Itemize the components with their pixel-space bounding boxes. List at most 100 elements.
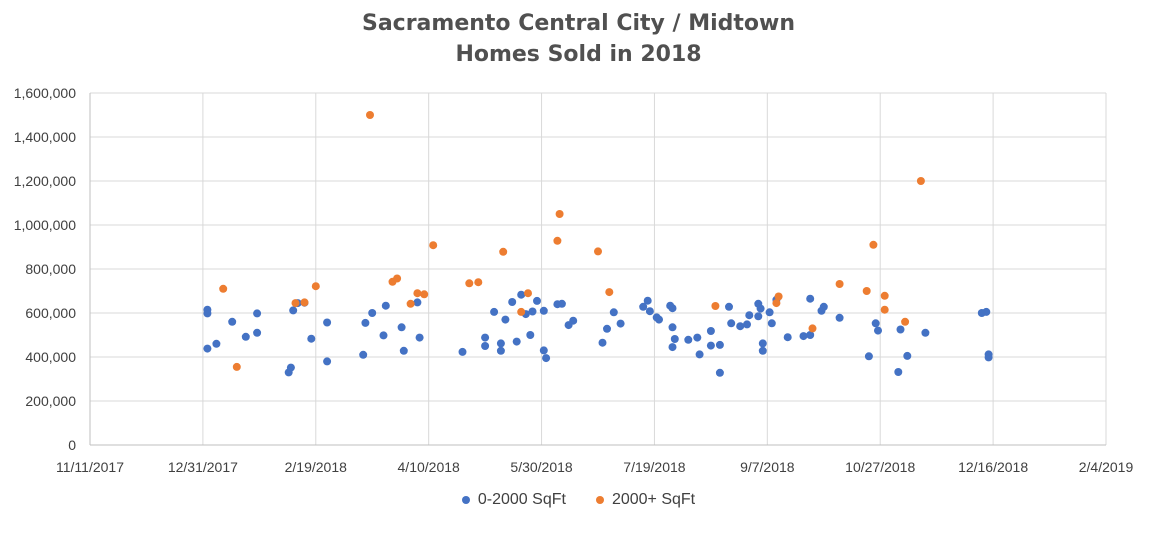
data-point (557, 299, 566, 308)
data-point (508, 298, 517, 306)
data-point (323, 318, 332, 327)
data-point (533, 296, 541, 305)
data-point (598, 338, 607, 347)
data-point (323, 357, 332, 366)
axes (89, 93, 1106, 446)
data-point (307, 334, 316, 343)
y-tick-label: 0 (68, 437, 76, 453)
data-point (874, 326, 882, 335)
data-point (212, 339, 221, 348)
data-points (203, 111, 993, 377)
y-tick-label: 200,000 (25, 393, 76, 409)
data-point (871, 319, 880, 328)
y-tick-label: 1,200,000 (14, 173, 76, 189)
y-axis-tick-labels: 0 200,000 400,000 600,000 800,000 1,000,000 1,… (14, 85, 77, 453)
data-point (655, 315, 663, 324)
data-point (715, 340, 724, 349)
data-point (413, 289, 422, 298)
data-point (774, 292, 783, 301)
data-point (684, 335, 693, 344)
data-point (603, 324, 611, 333)
data-point (880, 291, 889, 300)
data-point (783, 333, 792, 342)
y-tick-label: 400,000 (25, 349, 76, 365)
data-point (524, 289, 532, 298)
legend-item-large: 2000+ SqFt (595, 491, 695, 509)
data-point (835, 280, 844, 288)
data-point (808, 324, 817, 333)
data-point (736, 322, 745, 331)
data-point (539, 306, 548, 315)
legend-marker-large-homes (595, 496, 604, 504)
data-point (819, 302, 828, 311)
series-large-homes (219, 111, 925, 371)
data-point (594, 247, 602, 256)
data-point (754, 312, 763, 321)
data-point (232, 362, 241, 371)
data-point (695, 350, 704, 359)
data-point (429, 241, 438, 250)
data-point (553, 236, 562, 245)
data-point (465, 279, 474, 288)
data-point (916, 177, 925, 185)
chart-title: Sacramento Central City / Midtown Homes … (0, 8, 1157, 70)
data-point (806, 294, 815, 303)
x-tick-label: 2/19/2018 (285, 459, 347, 475)
data-point (903, 351, 912, 360)
legend-label-small-homes: 0-2000 SqFt (477, 491, 566, 508)
data-point (361, 318, 370, 327)
data-point (670, 335, 679, 343)
data-point (569, 316, 578, 325)
x-tick-label: 7/19/2018 (623, 459, 685, 475)
data-point (219, 284, 228, 293)
x-tick-label: 12/31/2017 (168, 459, 238, 475)
data-point (474, 278, 483, 287)
data-point (368, 309, 377, 317)
x-tick-label: 10/27/2018 (845, 459, 915, 475)
data-point (517, 290, 526, 299)
data-point (481, 342, 490, 350)
data-point (921, 328, 930, 337)
data-point (228, 317, 237, 326)
data-point (767, 319, 776, 328)
data-point (496, 346, 505, 355)
data-point (982, 307, 991, 316)
chart-title-line-1: Sacramento Central City / Midtown (361, 11, 796, 36)
data-point (693, 333, 702, 342)
data-point (501, 315, 510, 324)
data-point (286, 363, 295, 372)
data-point (490, 307, 499, 316)
data-point (894, 368, 903, 376)
data-point (984, 350, 993, 359)
legend: 0-2000 SqFt 2000+ SqFt (0, 491, 1157, 509)
data-point (643, 296, 652, 305)
data-point (311, 282, 320, 291)
data-point (539, 346, 548, 355)
data-point (668, 323, 677, 332)
data-point (555, 210, 564, 218)
data-point (253, 328, 262, 337)
series-small-homes (203, 290, 993, 377)
data-point (406, 299, 415, 308)
data-point (896, 325, 905, 334)
y-tick-label: 800,000 (25, 261, 76, 277)
data-point (706, 341, 715, 350)
data-point (415, 333, 424, 342)
data-point (758, 339, 767, 348)
data-point (359, 350, 368, 359)
y-tick-label: 1,000,000 (14, 217, 76, 233)
data-point (765, 308, 774, 317)
data-point (203, 309, 212, 318)
data-point (526, 331, 535, 339)
data-point (758, 346, 767, 355)
x-axis-tick-labels: 11/11/2017 12/31/2017 2/19/2018 4/10/2018 5/… (56, 459, 1133, 475)
data-point (496, 339, 505, 348)
data-point (289, 306, 298, 315)
data-point (880, 305, 889, 314)
data-point (645, 307, 654, 316)
data-point (864, 352, 873, 361)
data-point (609, 308, 618, 317)
y-tick-label: 1,600,000 (14, 85, 76, 101)
data-point (616, 319, 625, 328)
